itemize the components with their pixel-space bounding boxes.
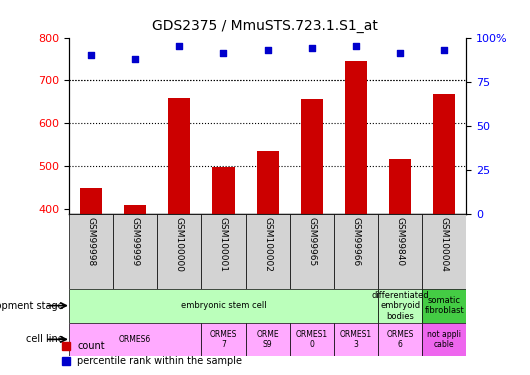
Legend: count, percentile rank within the sample: count, percentile rank within the sample — [58, 338, 246, 370]
Text: GSM99840: GSM99840 — [396, 217, 404, 267]
Text: GSM99965: GSM99965 — [307, 217, 316, 267]
Text: development stage: development stage — [0, 301, 64, 310]
Bar — [257, 150, 279, 214]
Bar — [378, 214, 422, 289]
Text: GSM100004: GSM100004 — [440, 217, 449, 272]
Bar — [345, 61, 367, 214]
Point — [131, 56, 139, 62]
Bar — [157, 214, 201, 289]
Bar — [422, 289, 466, 322]
Text: GSM99999: GSM99999 — [131, 217, 139, 267]
Bar — [334, 214, 378, 289]
Text: differentiated
embryoid
bodies: differentiated embryoid bodies — [372, 291, 429, 321]
Bar — [201, 214, 245, 289]
Point — [175, 44, 183, 50]
Point — [307, 45, 316, 51]
Bar — [245, 214, 290, 289]
Point — [396, 50, 404, 56]
Text: ORMES6: ORMES6 — [119, 335, 151, 344]
Bar — [69, 322, 201, 356]
Point — [352, 44, 360, 50]
Point — [219, 50, 228, 56]
Point — [440, 47, 448, 53]
Bar — [378, 322, 422, 356]
Text: ORME
S9: ORME S9 — [257, 330, 279, 349]
Text: embryonic stem cell: embryonic stem cell — [181, 301, 266, 310]
Bar — [201, 322, 245, 356]
Bar — [301, 99, 323, 214]
Bar — [69, 214, 113, 289]
Bar — [422, 322, 466, 356]
Bar — [290, 214, 334, 289]
Text: ORMES
7: ORMES 7 — [210, 330, 237, 349]
Text: ORMES
6: ORMES 6 — [386, 330, 414, 349]
Bar — [434, 94, 455, 214]
Text: GSM99966: GSM99966 — [351, 217, 360, 267]
Bar — [113, 214, 157, 289]
Bar — [168, 98, 190, 214]
Bar — [378, 289, 422, 322]
Text: not appli
cable: not appli cable — [427, 330, 461, 349]
Bar — [80, 188, 102, 214]
Point — [87, 52, 95, 58]
Point — [263, 47, 272, 53]
Bar — [422, 214, 466, 289]
Bar — [389, 159, 411, 214]
Bar — [69, 289, 378, 322]
Text: cell line: cell line — [26, 334, 64, 344]
Text: ORMES1
3: ORMES1 3 — [340, 330, 372, 349]
Bar — [290, 322, 334, 356]
Text: somatic
fibroblast: somatic fibroblast — [425, 296, 464, 315]
Text: GSM99998: GSM99998 — [86, 217, 95, 267]
Bar — [334, 322, 378, 356]
Text: GSM100002: GSM100002 — [263, 217, 272, 272]
Text: GSM100001: GSM100001 — [219, 217, 228, 273]
Bar — [245, 322, 290, 356]
Text: GSM100000: GSM100000 — [175, 217, 184, 273]
Text: GDS2375 / MmuSTS.723.1.S1_at: GDS2375 / MmuSTS.723.1.S1_at — [152, 19, 378, 33]
Text: ORMES1
0: ORMES1 0 — [296, 330, 328, 349]
Bar — [124, 205, 146, 214]
Bar — [213, 167, 234, 214]
